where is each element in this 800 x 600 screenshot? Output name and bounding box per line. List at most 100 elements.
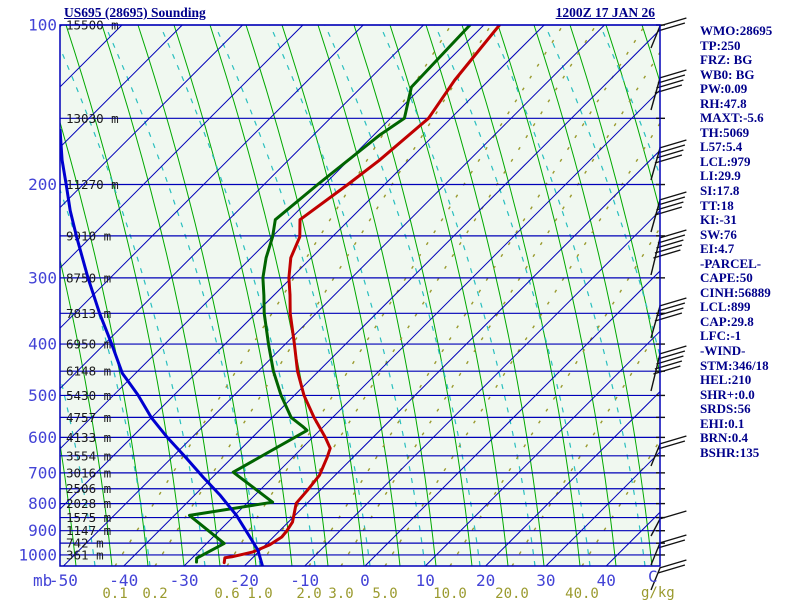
isotherm-line: [244, 149, 660, 566]
isotherm-line: [60, 25, 183, 148]
chart-datetime: 1200Z 17 JAN 26: [555, 5, 655, 20]
stat-line: MAXT:-5.6: [700, 110, 764, 126]
mixing-ratio-label: 0.6: [214, 586, 239, 600]
barb-staff: [650, 518, 661, 537]
barb-fletch: [659, 139, 687, 149]
barb-fletch: [659, 17, 687, 27]
dewpoint-trace: [188, 25, 472, 564]
plot-frame: [59, 24, 661, 567]
stat-line: EI:4.7: [700, 241, 735, 257]
dry-adiabat-line: [0, 25, 40, 566]
mixing-ratio-label: 40.0: [565, 586, 599, 600]
isotherm-line: [60, 25, 63, 28]
temp-tick-label: -40: [109, 571, 138, 590]
stat-line: -WIND-: [700, 343, 746, 359]
stat-line: BSHR:135: [700, 444, 760, 460]
barb-fletch: [659, 559, 687, 569]
stat-line: TP:250: [700, 37, 741, 53]
moist-adiabat-line: [434, 25, 591, 566]
temp-tick-label: 40: [597, 571, 616, 590]
isotherm-line: [60, 25, 545, 510]
stat-line: LCL:899: [700, 299, 751, 315]
stat-line: EHI:0.1: [700, 415, 745, 431]
moist-adiabat-line: [269, 25, 426, 566]
height-label: 361 m: [66, 547, 104, 562]
isotherm-line: [545, 451, 660, 566]
height-label: 742 m: [66, 536, 104, 551]
temperature-unit-label: C: [648, 567, 658, 586]
barb-fletch: [659, 534, 687, 544]
stats-panel: WMO:28695 TP:250 FRZ: BG WB0: BG PW:0.09 RH:4…: [700, 23, 798, 460]
barb-fletch: [659, 229, 687, 239]
stat-line: CINH:56889: [700, 284, 771, 300]
pressure-tick-label: 1000: [18, 545, 57, 564]
height-label: 4133 m: [66, 430, 111, 445]
mixing-ratio-label: 0.2: [142, 586, 167, 600]
stat-line: RH:47.8: [700, 95, 747, 111]
moist-adiabat-line: [159, 25, 316, 566]
isotherm-line: [183, 89, 660, 566]
barb-fletch: [659, 510, 687, 520]
stat-line: HEL:210: [700, 372, 752, 388]
stat-line: PW:0.09: [700, 81, 748, 97]
moist-adiabat-line: [599, 25, 660, 178]
isotherm-line: [485, 390, 660, 566]
height-label: 6148 m: [66, 364, 111, 379]
dry-adiabat-line: [245, 25, 365, 566]
barb-fletch: [656, 79, 684, 89]
stat-line: LCL:979: [700, 153, 751, 169]
barb-fletch: [656, 149, 684, 159]
moist-adiabat-line: [214, 25, 371, 566]
barb-fletch: [657, 74, 686, 84]
pressure-tick-label: 600: [28, 428, 57, 447]
barb-staff: [650, 353, 661, 392]
dry-adiabat-line: [60, 441, 77, 566]
height-label: 11270 m: [66, 177, 119, 192]
stat-line: FRZ: BG: [700, 52, 753, 68]
moist-adiabat-line: [60, 188, 151, 566]
barb-fletch: [656, 239, 684, 249]
isotherm-line: [63, 25, 605, 566]
height-label: 2506 m: [66, 481, 111, 496]
stat-line: WMO:28695: [700, 23, 773, 38]
height-label: 13030 m: [66, 111, 119, 126]
dry-adiabat-line: [533, 25, 653, 566]
height-label: 3554 m: [66, 448, 111, 463]
barb-fletch: [656, 355, 684, 365]
stat-line: KI:-31: [700, 212, 737, 228]
barb-fletch: [657, 302, 686, 312]
height-label: 2028 m: [66, 496, 111, 511]
stat-line: SW:76: [700, 226, 737, 242]
stat-line: L57:5.4: [700, 139, 743, 155]
stat-line: CAPE:50: [700, 270, 753, 286]
dry-adiabat-line: [101, 25, 221, 566]
plot-background: [60, 25, 660, 566]
temp-tick-label: -50: [49, 571, 78, 590]
background-grid: [0, 25, 660, 566]
bottom-axis-labels: -50 -40 -30 -20 -10 0 10 20 30 40 0.1 0.2 0.6 1.0 2.0 3…: [49, 571, 616, 600]
barb-staff: [650, 443, 661, 467]
chart-title: US695 (28695) Sounding: [64, 5, 206, 20]
pressure-tick-label: 500: [28, 386, 57, 405]
mixing-ratio-label: 3.0: [328, 586, 353, 600]
temp-tick-label: -20: [230, 571, 259, 590]
height-label: 3016 m: [66, 465, 111, 480]
pressure-tick-label: 100: [28, 16, 57, 35]
height-label: 7813 m: [66, 306, 111, 321]
mixing-ratio-label: 2.0: [296, 586, 321, 600]
mixing-ratio-label: 20.0: [495, 586, 529, 600]
wind-barb: [650, 17, 687, 49]
barb-fletch: [657, 22, 686, 32]
barb-fletch: [659, 69, 687, 79]
stat-line: TT:18: [700, 197, 734, 213]
pressure-tick-label: 700: [28, 463, 57, 482]
barb-staff: [650, 567, 661, 591]
temp-tick-label: 0: [360, 571, 370, 590]
barb-fletch: [656, 201, 684, 211]
barb-fletch: [659, 297, 687, 307]
wind-barb: [650, 510, 687, 537]
stat-line: WB0: BG: [700, 66, 755, 82]
stat-line: SHR+:0.0: [700, 386, 755, 402]
temp-tick-label: 30: [536, 571, 555, 590]
